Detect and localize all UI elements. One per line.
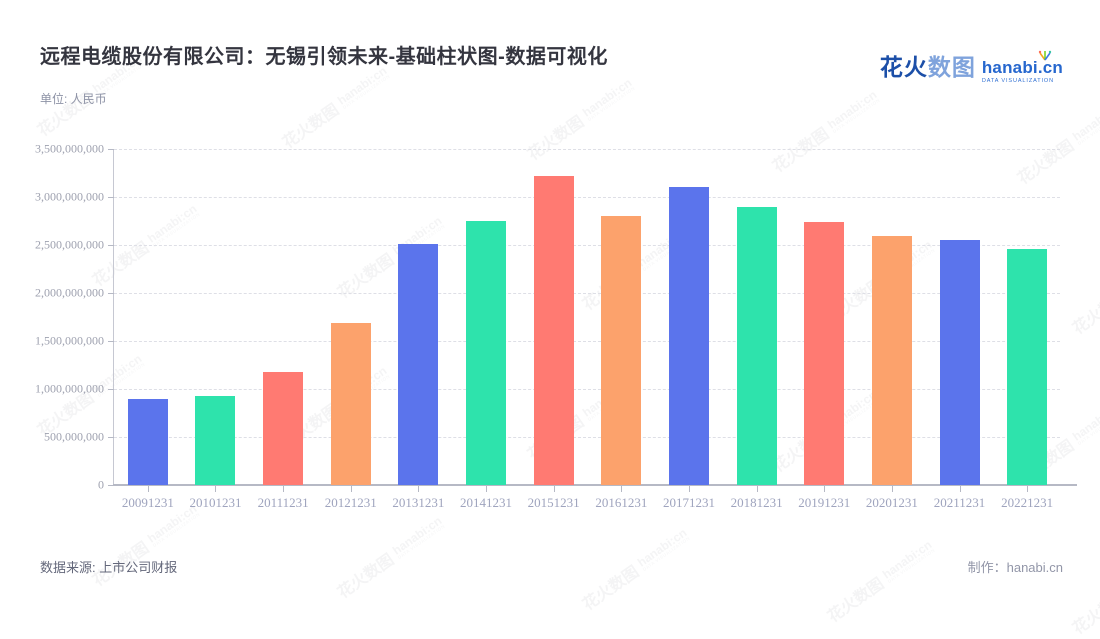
bar-20151231[interactable] (533, 175, 574, 485)
logo-domain: hanabi.cn (981, 58, 1063, 77)
y-axis-tick (108, 197, 114, 198)
x-tick-label: 20121231 (324, 495, 377, 510)
y-tick-label: 2,000,000,000 (35, 285, 104, 300)
x-tick-label: 20161231 (595, 495, 648, 510)
x-axis-tick (215, 486, 217, 492)
x-tick-label: 20211231 (933, 495, 986, 510)
y-tick-label: 2,500,000,000 (35, 237, 104, 252)
y-axis-tick (108, 245, 114, 246)
gridline (114, 389, 1060, 390)
bar-20171231[interactable] (668, 186, 709, 485)
x-tick-label: 20181231 (730, 495, 783, 510)
gridline (114, 293, 1060, 294)
bar-20191231[interactable] (804, 221, 845, 485)
x-tick-label: 20091231 (121, 495, 174, 510)
bar-20181231[interactable] (736, 206, 777, 485)
y-tick-label: 0 (98, 477, 104, 492)
gridline (114, 341, 1060, 342)
gridline (114, 245, 1060, 246)
data-source-label: 数据来源: 上市公司财报 (40, 560, 178, 575)
x-axis-tick (350, 486, 352, 492)
logo-zh-light: 数图 (927, 54, 976, 80)
bar-20211231[interactable] (939, 240, 980, 485)
page-title: 远程电缆股份有限公司：无锡引领未来-基础柱状图-数据可视化 (40, 46, 608, 68)
logo-english-block: hanabi.cn DATA VISUALIZATION (981, 50, 1063, 84)
x-axis-tick (621, 486, 623, 492)
x-axis-tick (486, 486, 488, 492)
bar-20121231[interactable] (330, 322, 371, 485)
x-axis-tick (756, 486, 758, 492)
x-axis-tick (147, 486, 149, 492)
x-axis-tick (283, 486, 285, 492)
x-tick-label: 20191231 (798, 495, 851, 510)
y-axis-tick (108, 293, 114, 294)
bar-20141231[interactable] (466, 220, 507, 485)
x-axis-tick (891, 486, 893, 492)
logo-zh-bold: 花火 (879, 54, 928, 80)
y-axis-tick (108, 389, 114, 390)
bar-20201231[interactable] (871, 236, 912, 485)
bar-20111231[interactable] (263, 371, 304, 485)
y-tick-label: 500,000,000 (44, 429, 104, 444)
bar-20221231[interactable] (1007, 248, 1048, 485)
logo-tagline: DATA VISUALIZATION (981, 78, 1054, 84)
y-axis-tick (108, 341, 114, 342)
x-axis-tick (688, 486, 690, 492)
bar-20091231[interactable] (127, 398, 168, 485)
y-axis-tick (108, 149, 114, 150)
x-tick-label: 20131231 (392, 495, 445, 510)
plot-area: 0 500,000,000 1,000,000,000 1,500,000,000 2,… (35, 142, 1077, 510)
unit-label: 单位: 人民币 (40, 92, 107, 106)
bar-20131231[interactable] (398, 244, 439, 485)
logo-chinese-text: 花火数图 (880, 54, 976, 80)
x-tick-label: 20201231 (865, 495, 918, 510)
y-axis-tick (108, 437, 114, 438)
x-tick-label: 20221231 (1001, 495, 1054, 510)
x-axis-tick (1027, 486, 1029, 492)
y-tick-label: 1,500,000,000 (35, 333, 104, 348)
x-axis-tick (418, 486, 420, 492)
x-axis-tick (553, 486, 555, 492)
x-tick-label: 20171231 (662, 495, 715, 510)
firework-sparkle-icon (1038, 50, 1052, 61)
y-tick-label: 3,500,000,000 (35, 141, 104, 156)
gridline (114, 149, 1060, 150)
gridline (114, 197, 1060, 198)
x-tick-label: 20111231 (257, 495, 309, 510)
x-axis-tick (959, 486, 961, 492)
x-axis-tick (824, 486, 826, 492)
x-tick-label: 20101231 (189, 495, 242, 510)
y-axis-tick (108, 485, 114, 486)
x-tick-label: 20151231 (527, 495, 580, 510)
footer: 数据来源: 上市公司财报 制作：hanabi.cn (40, 557, 1063, 576)
y-tick-label: 3,000,000,000 (35, 189, 104, 204)
x-axis-line (113, 484, 1077, 486)
hanabi-logo[interactable]: 花火数图 hanabi.cn DATA VISUALIZATION (880, 50, 1063, 84)
bar-20161231[interactable] (601, 216, 642, 485)
credit-label: 制作：hanabi.cn (967, 560, 1063, 575)
x-tick-label: 20141231 (460, 495, 513, 510)
y-tick-label: 1,000,000,000 (35, 381, 104, 396)
bar-20101231[interactable] (195, 396, 236, 485)
gridline (114, 437, 1060, 438)
